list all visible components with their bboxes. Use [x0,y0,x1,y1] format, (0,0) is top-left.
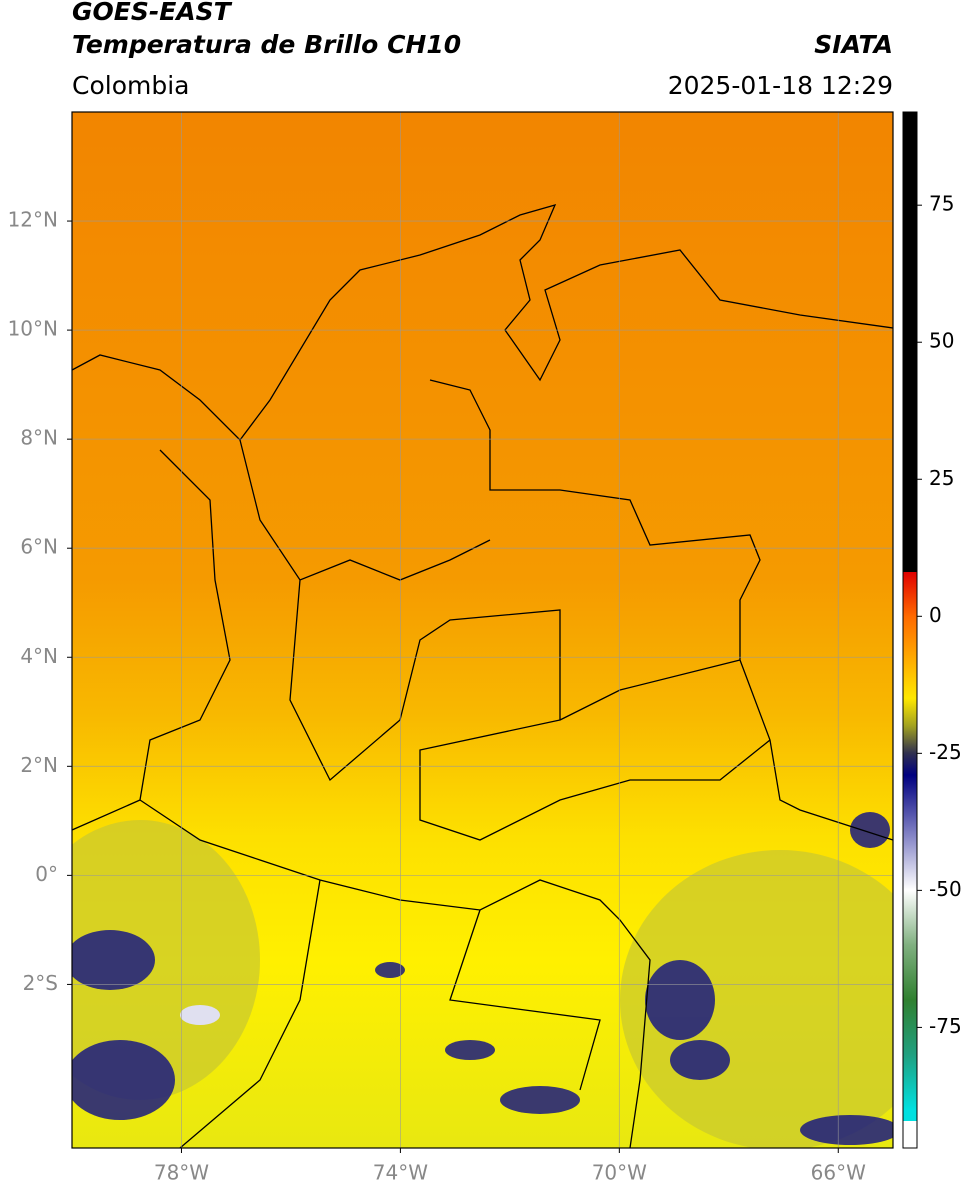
cold-core [180,1005,220,1025]
grid [72,112,893,1148]
colorbar-tick-label: 25 [929,466,954,490]
region: Colombia [72,71,189,100]
map-frame [71,111,894,1149]
x-tick-label: 70°W [592,1161,647,1185]
cold-clouds [72,812,893,1145]
colorbar-tick-label: 75 [929,192,954,216]
y-tick-label: 2°N [20,753,58,777]
map-image [72,112,893,1148]
y-tick-label: 12°N [8,208,58,232]
colorbar-tick-label: -50 [929,877,962,901]
x-tick-label: 74°W [373,1161,428,1185]
y-tick-label: 4°N [20,644,58,668]
datetime: 2025-01-18 12:29 [668,71,893,100]
borders [72,203,893,1148]
source: SIATA [814,30,893,59]
product: Temperatura de Brillo CH10 [72,30,461,59]
y-tick-label: 6°N [20,535,58,559]
colorbar-tick-label: -25 [929,740,962,764]
y-tick-label: 2°S [23,971,58,995]
y-tick-label: 0° [35,862,58,886]
y-tick-label: 8°N [20,426,58,450]
colorbar-tick-label: -75 [929,1014,962,1038]
x-tick-label: 66°W [811,1161,866,1185]
colorbar-tick-label: 0 [929,603,942,627]
y-tick-label: 10°N [8,317,58,341]
colorbar-tick-label: 50 [929,329,954,353]
colorbar [902,111,918,1149]
satellite: GOES-EAST [72,0,233,26]
x-tick-label: 78°W [154,1161,209,1185]
